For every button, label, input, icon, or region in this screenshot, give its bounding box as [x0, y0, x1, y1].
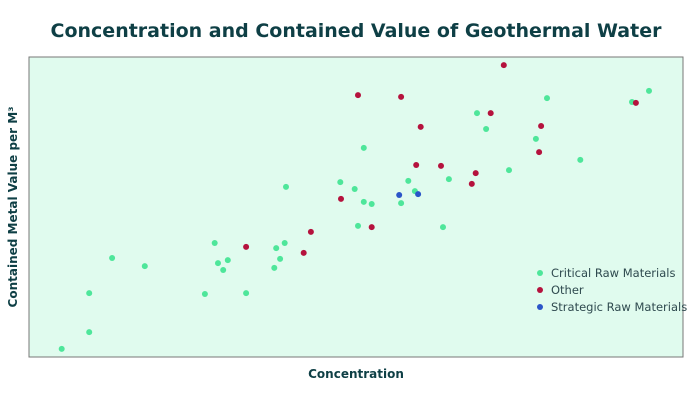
data-point-critical-raw-materials: [360, 198, 367, 205]
data-point-critical-raw-materials: [337, 179, 344, 186]
data-point-critical-raw-materials: [224, 257, 231, 264]
legend-label-other: Other: [551, 283, 584, 297]
data-point-critical-raw-materials: [220, 267, 227, 273]
data-point-critical-raw-materials: [201, 291, 208, 297]
data-point-other: [398, 93, 405, 100]
data-point-other: [243, 243, 250, 250]
data-point-critical-raw-materials: [445, 176, 452, 183]
data-point-critical-raw-materials: [86, 290, 93, 297]
data-point-other: [500, 62, 507, 69]
data-point-critical-raw-materials: [368, 201, 375, 207]
data-point-other: [536, 149, 543, 156]
data-point-critical-raw-materials: [646, 87, 652, 94]
data-point-other: [487, 110, 494, 117]
data-point-critical-raw-materials: [211, 240, 218, 246]
data-point-critical-raw-materials: [577, 156, 584, 163]
data-point-other: [438, 162, 444, 169]
legend-label-strategic: Strategic Raw Materials: [551, 300, 687, 314]
plot-area: [28, 56, 684, 358]
points-layer: [58, 62, 652, 352]
data-point-critical-raw-materials: [271, 264, 278, 271]
data-point-critical-raw-materials: [398, 200, 405, 207]
data-point-critical-raw-materials: [544, 95, 550, 102]
data-point-critical-raw-materials: [281, 240, 288, 246]
data-point-strategic-raw-materials: [415, 191, 422, 198]
data-point-other: [307, 228, 314, 235]
data-point-other: [300, 249, 307, 256]
data-point-other: [368, 224, 375, 231]
data-point-other: [413, 162, 420, 168]
data-point-critical-raw-materials: [109, 255, 116, 261]
data-point-strategic-raw-materials: [396, 192, 403, 198]
data-point-critical-raw-materials: [355, 222, 361, 229]
data-point-other: [472, 170, 479, 177]
data-point-critical-raw-materials: [474, 110, 480, 117]
x-axis-label: Concentration: [308, 367, 404, 381]
legend-label-critical: Critical Raw Materials: [551, 266, 675, 280]
data-point-critical-raw-materials: [532, 135, 539, 142]
data-point-other: [468, 180, 475, 187]
data-point-critical-raw-materials: [243, 290, 250, 297]
legend: Critical Raw Materials Other Strategic R…: [537, 266, 687, 314]
data-point-other: [355, 92, 361, 99]
data-point-critical-raw-materials: [277, 255, 284, 262]
data-point-critical-raw-materials: [215, 260, 221, 267]
legend-marker-critical: [537, 270, 543, 276]
data-point-critical-raw-materials: [58, 345, 65, 352]
legend-marker-other: [537, 287, 543, 293]
data-point-critical-raw-materials: [483, 126, 490, 132]
data-point-other: [538, 123, 545, 129]
data-point-critical-raw-materials: [273, 245, 280, 252]
data-point-critical-raw-materials: [141, 263, 148, 270]
data-point-critical-raw-materials: [283, 183, 289, 190]
data-point-critical-raw-materials: [440, 224, 446, 231]
data-point-critical-raw-materials: [86, 329, 93, 336]
y-axis-label: Contained Metal Value per M³: [6, 107, 20, 308]
data-point-other: [338, 195, 344, 202]
data-point-other: [632, 99, 639, 106]
data-point-critical-raw-materials: [506, 167, 512, 174]
data-point-critical-raw-materials: [351, 186, 358, 192]
data-point-critical-raw-materials: [405, 177, 412, 184]
data-point-other: [417, 123, 424, 130]
data-point-critical-raw-materials: [360, 144, 367, 151]
chart-title: Concentration and Contained Value of Geo…: [51, 20, 663, 42]
legend-marker-strategic: [537, 304, 543, 310]
